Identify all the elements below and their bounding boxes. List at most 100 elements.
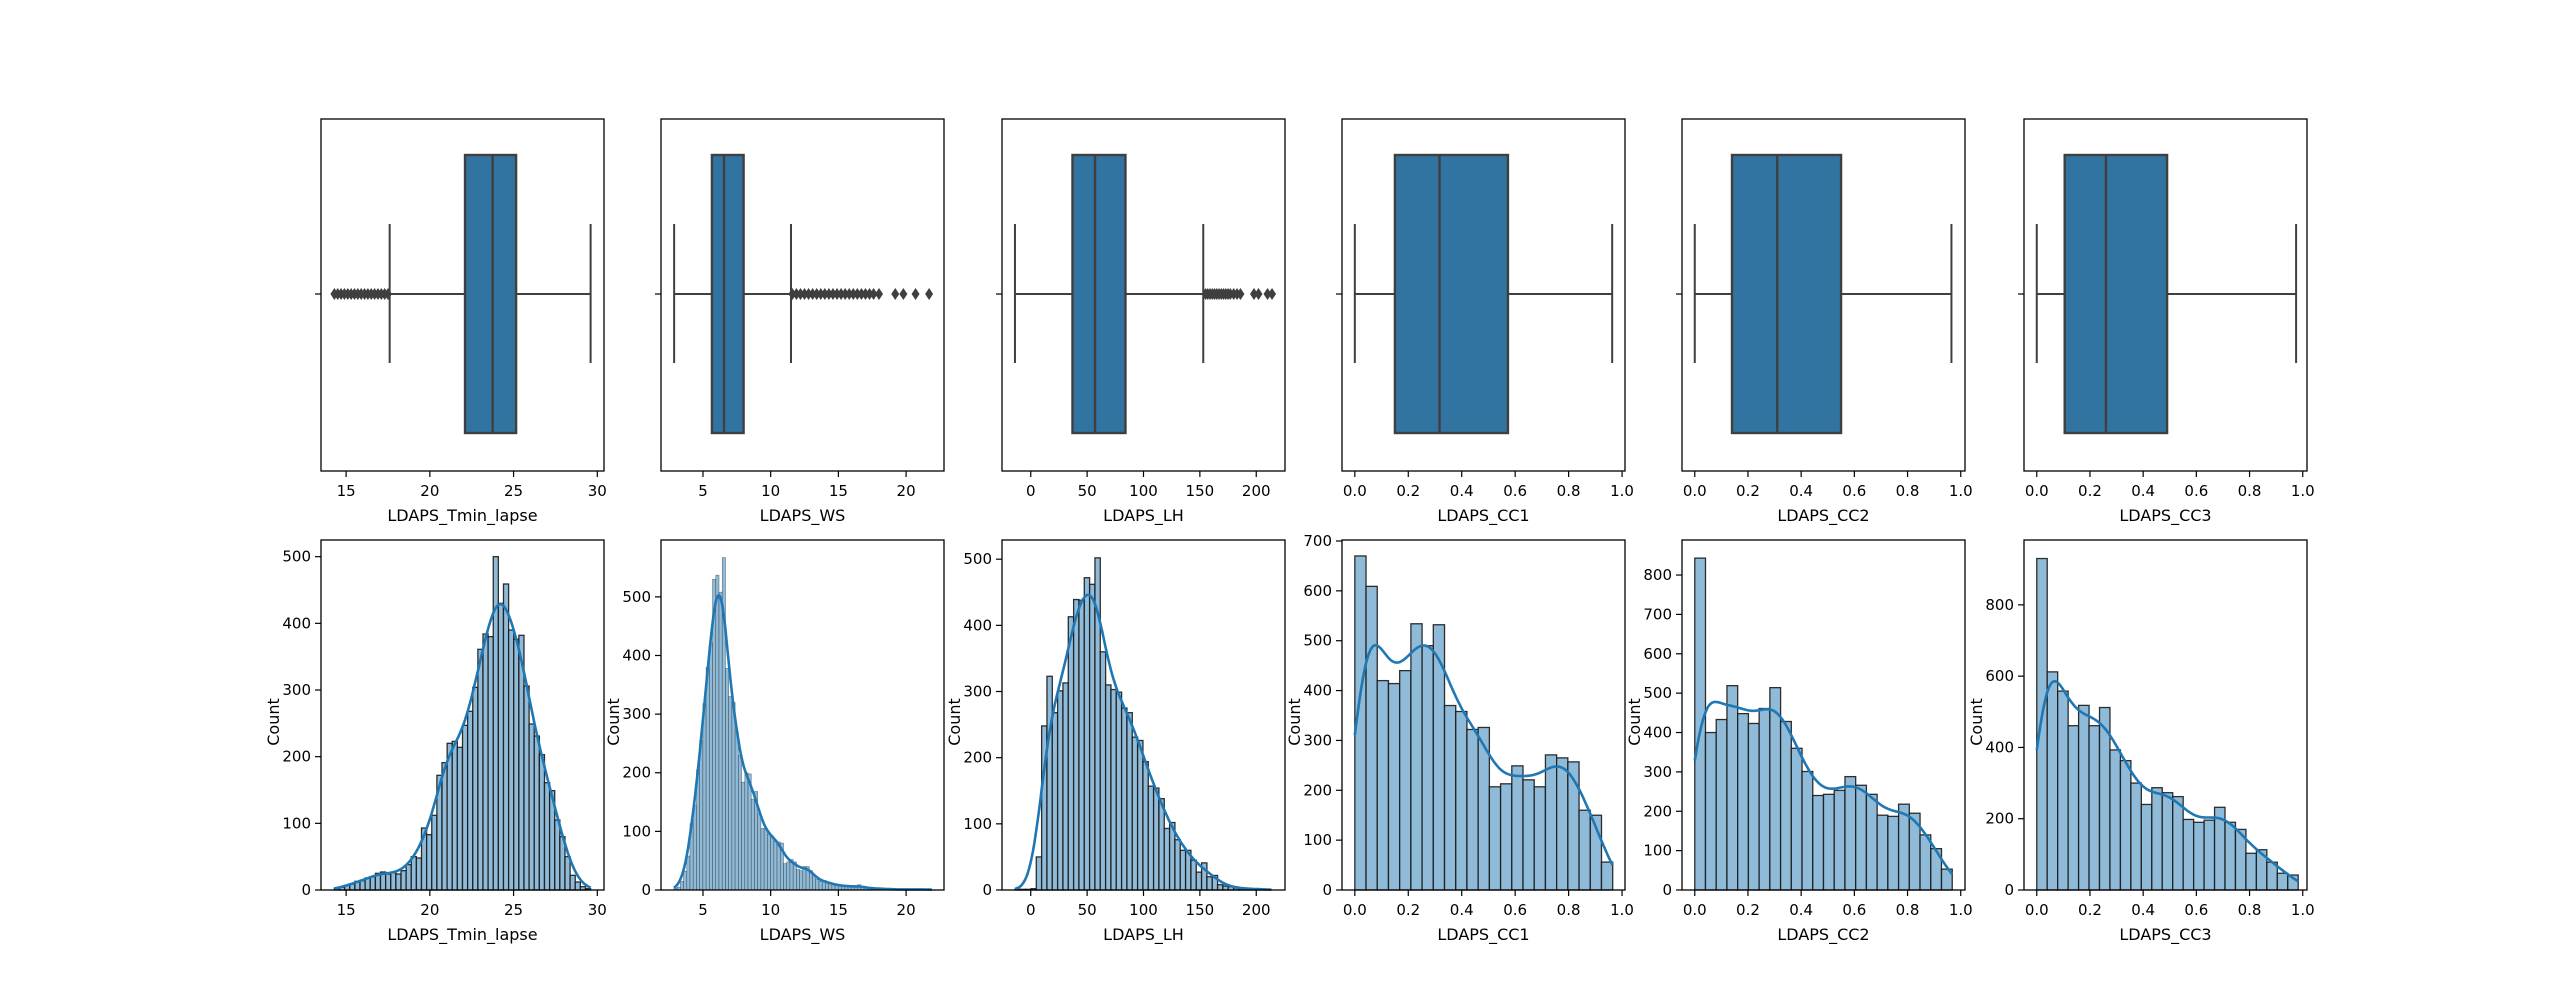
x-axis-label: LDAPS_LH <box>1103 925 1184 945</box>
x-tick-label: 100 <box>1129 482 1158 500</box>
histogram-bar <box>2077 704 2090 891</box>
kde-line <box>1693 700 1954 876</box>
histogram-bar <box>1147 785 1155 891</box>
x-tick-label: 0.0 <box>2025 901 2049 919</box>
histogram-bar <box>773 841 778 891</box>
y-tick-label: 300 <box>1303 731 1332 749</box>
histogram-bar <box>1511 765 1524 891</box>
x-tick-label: 100 <box>1129 901 1158 919</box>
y-tick-label: 200 <box>1985 810 2014 828</box>
histogram-bar <box>1694 557 1707 891</box>
x-axis-label: LDAPS_Tmin_lapse <box>387 506 537 526</box>
histogram-bar <box>487 636 494 891</box>
x-tick-label: 0.2 <box>1736 901 1760 919</box>
axes-frame <box>1341 118 1626 472</box>
x-tick-label: 10 <box>761 482 780 500</box>
x-tick-label: 5 <box>698 901 708 919</box>
histogram-bar <box>1421 645 1434 891</box>
outlier-point <box>845 288 854 300</box>
histogram-bar <box>497 602 505 891</box>
y-tick-label: 100 <box>282 814 311 832</box>
outlier-point <box>808 288 817 300</box>
histogram-bar <box>699 740 704 891</box>
outlier-point <box>1254 288 1263 300</box>
x-tick-label: 0.0 <box>1683 901 1707 919</box>
x-tick-label: 0.0 <box>1343 901 1367 919</box>
histogram-bar <box>2245 852 2258 891</box>
outlier-point <box>833 288 842 300</box>
outlier-point <box>1263 288 1272 300</box>
y-axis-label: Count <box>1967 698 1986 746</box>
histogram-bar <box>569 874 576 891</box>
x-tick-label: 0.4 <box>2131 901 2155 919</box>
x-tick-label: 200 <box>1242 482 1271 500</box>
histogram-bar <box>456 746 464 891</box>
histogram-bar <box>725 668 729 891</box>
y-tick-label: 400 <box>282 614 311 632</box>
histogram-bar <box>715 574 720 891</box>
x-tick-label: 0.6 <box>2184 901 2208 919</box>
histogram-bar <box>564 856 571 891</box>
histogram-bar <box>702 703 707 891</box>
histogram-bar <box>1443 704 1457 891</box>
histogram-bar <box>400 870 407 891</box>
histogram-bar <box>461 724 469 891</box>
x-tick-label: 1.0 <box>1610 901 1634 919</box>
x-tick-label: 0.2 <box>1736 482 1760 500</box>
axes-frame <box>2023 118 2308 472</box>
x-tick-label: 0.6 <box>1842 901 1866 919</box>
x-tick-label: 1.0 <box>2291 901 2315 919</box>
outlier-point <box>865 288 874 300</box>
histogram-bar <box>1432 624 1446 891</box>
y-tick-label: 100 <box>622 822 651 840</box>
outlier-point <box>788 288 797 300</box>
box-iqr <box>1393 153 1510 435</box>
x-tick-label: 15 <box>829 901 848 919</box>
x-tick-label: 50 <box>1078 901 1097 919</box>
x-axis-label: LDAPS_Tmin_lapse <box>387 925 537 945</box>
x-tick-label: 0 <box>1026 901 1036 919</box>
x-tick-label: 0.6 <box>1503 482 1527 500</box>
histogram-ldaps-lh <box>996 539 1286 896</box>
y-tick-label: 500 <box>1643 684 1672 702</box>
histogram-bar <box>1158 798 1165 891</box>
histogram-bar <box>2151 787 2163 891</box>
histogram-bar <box>1555 757 1569 891</box>
histogram-bar <box>1126 712 1133 891</box>
histogram-bar <box>1067 616 1075 891</box>
histogram-bar <box>1844 775 1857 891</box>
x-tick-label: 0.8 <box>1896 901 1920 919</box>
histogram-bar <box>482 633 489 891</box>
x-axis-label: LDAPS_LH <box>1103 506 1184 526</box>
x-tick-label: 0.8 <box>1896 482 1920 500</box>
histogram-bar <box>2067 725 2080 891</box>
x-axis-label: LDAPS_CC2 <box>1777 925 1869 945</box>
kde-line <box>1353 643 1614 866</box>
y-tick-label: 0 <box>301 881 311 899</box>
kde-line <box>334 602 592 890</box>
histogram-bar <box>776 841 781 891</box>
boxplot-ldaps-cc3 <box>2018 118 2308 477</box>
y-tick-label: 100 <box>1643 842 1672 860</box>
histogram-bar <box>1206 876 1213 891</box>
histogram-ldaps-tmin-lapse <box>315 539 605 896</box>
y-tick-label: 0 <box>1662 881 1672 899</box>
outlier-point <box>837 288 846 300</box>
y-tick-label: 500 <box>963 550 992 568</box>
x-tick-label: 20 <box>420 482 439 500</box>
histogram-bar <box>709 642 713 891</box>
x-axis-label: LDAPS_CC1 <box>1437 506 1529 526</box>
y-tick-label: 700 <box>1643 605 1672 623</box>
axes-frame <box>2023 539 2308 891</box>
histogram-bar <box>738 754 742 891</box>
histogram-bar <box>1365 585 1378 891</box>
boxplot-ldaps-cc1 <box>1336 118 1626 477</box>
x-axis-label: LDAPS_WS <box>760 506 846 526</box>
outlier-point <box>812 288 821 300</box>
outlier-point <box>861 288 870 300</box>
histogram-bar <box>2276 872 2289 891</box>
outlier-point <box>800 288 809 300</box>
x-tick-label: 1.0 <box>1949 901 1973 919</box>
histogram-bar <box>1062 682 1069 891</box>
